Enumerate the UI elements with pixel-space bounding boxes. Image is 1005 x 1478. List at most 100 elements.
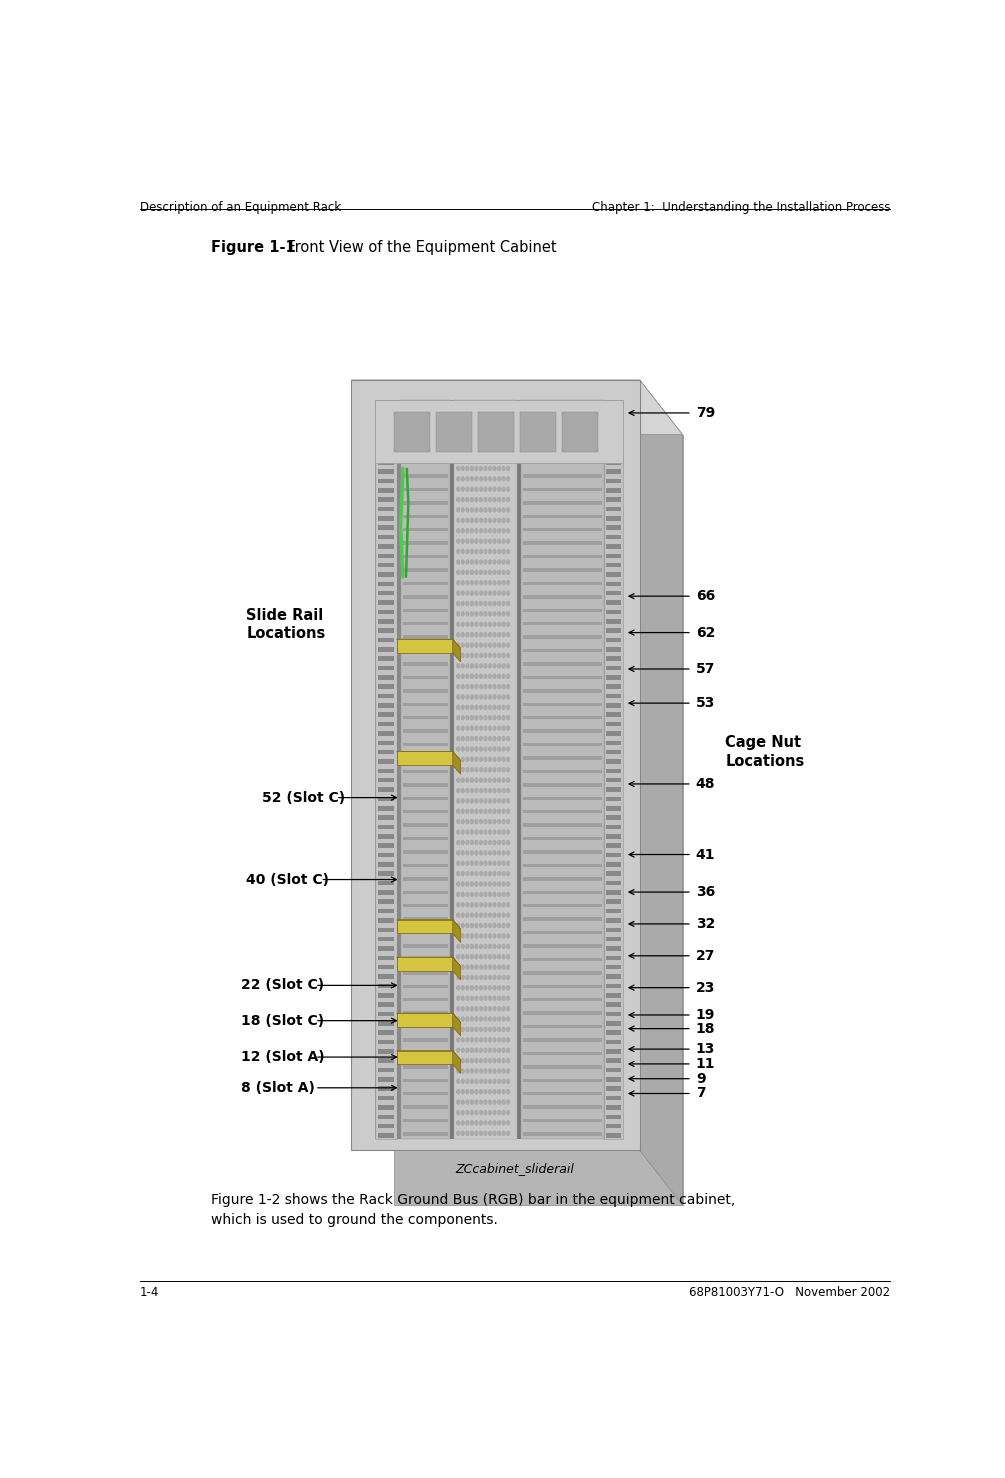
Circle shape bbox=[479, 445, 482, 449]
Bar bbox=[523, 1066, 602, 1069]
Circle shape bbox=[470, 903, 473, 907]
Circle shape bbox=[470, 736, 473, 740]
Circle shape bbox=[457, 820, 459, 823]
Circle shape bbox=[475, 643, 477, 647]
Circle shape bbox=[507, 810, 510, 813]
Circle shape bbox=[470, 643, 473, 647]
Circle shape bbox=[497, 467, 500, 470]
Text: 22 (Slot C): 22 (Slot C) bbox=[241, 978, 324, 992]
Circle shape bbox=[470, 841, 473, 844]
Circle shape bbox=[470, 571, 473, 575]
Bar bbox=[523, 1119, 602, 1122]
Circle shape bbox=[502, 1048, 506, 1052]
Bar bbox=[523, 971, 602, 974]
Circle shape bbox=[461, 975, 464, 980]
Circle shape bbox=[479, 903, 482, 907]
Circle shape bbox=[457, 664, 459, 668]
Bar bbox=[606, 974, 621, 978]
Circle shape bbox=[484, 457, 486, 460]
Circle shape bbox=[497, 633, 500, 637]
Circle shape bbox=[493, 841, 495, 844]
Circle shape bbox=[507, 1120, 510, 1125]
Circle shape bbox=[484, 664, 486, 668]
Circle shape bbox=[461, 777, 464, 782]
Circle shape bbox=[475, 508, 477, 511]
Circle shape bbox=[507, 424, 510, 429]
Circle shape bbox=[484, 653, 486, 658]
Bar bbox=[606, 788, 621, 792]
Circle shape bbox=[479, 810, 482, 813]
Circle shape bbox=[461, 684, 464, 689]
Bar bbox=[606, 656, 621, 661]
Bar bbox=[403, 406, 448, 411]
Circle shape bbox=[493, 457, 495, 460]
Circle shape bbox=[502, 612, 506, 616]
Circle shape bbox=[502, 1007, 506, 1011]
Circle shape bbox=[479, 996, 482, 1001]
Circle shape bbox=[475, 965, 477, 970]
Bar bbox=[523, 1106, 602, 1108]
Circle shape bbox=[470, 467, 473, 470]
Circle shape bbox=[466, 726, 468, 730]
Circle shape bbox=[457, 1079, 459, 1083]
Circle shape bbox=[457, 424, 459, 429]
Circle shape bbox=[457, 643, 459, 647]
Circle shape bbox=[493, 414, 495, 418]
Circle shape bbox=[488, 831, 491, 834]
Circle shape bbox=[457, 684, 459, 689]
Circle shape bbox=[475, 467, 477, 470]
Circle shape bbox=[461, 539, 464, 544]
Circle shape bbox=[479, 435, 482, 439]
Bar bbox=[523, 797, 602, 800]
Bar bbox=[403, 715, 448, 720]
Bar bbox=[606, 900, 621, 905]
Text: which is used to ground the components.: which is used to ground the components. bbox=[211, 1213, 498, 1227]
Circle shape bbox=[470, 622, 473, 627]
Bar bbox=[606, 1134, 621, 1138]
Circle shape bbox=[507, 414, 510, 418]
Bar bbox=[403, 541, 448, 545]
Circle shape bbox=[461, 1110, 464, 1114]
Text: Description of an Equipment Rack: Description of an Equipment Rack bbox=[140, 201, 341, 214]
Circle shape bbox=[502, 955, 506, 959]
Circle shape bbox=[497, 414, 500, 418]
Circle shape bbox=[461, 457, 464, 460]
Bar bbox=[378, 1011, 394, 1017]
Circle shape bbox=[470, 810, 473, 813]
Bar bbox=[378, 1049, 394, 1054]
Circle shape bbox=[484, 767, 486, 772]
Circle shape bbox=[484, 1069, 486, 1073]
Circle shape bbox=[457, 602, 459, 606]
Circle shape bbox=[484, 643, 486, 647]
Bar bbox=[403, 568, 448, 572]
Bar bbox=[378, 806, 394, 810]
Circle shape bbox=[493, 820, 495, 823]
Circle shape bbox=[507, 488, 510, 491]
Circle shape bbox=[470, 1038, 473, 1042]
Circle shape bbox=[488, 1069, 491, 1073]
Bar bbox=[378, 965, 394, 970]
Circle shape bbox=[457, 571, 459, 575]
Circle shape bbox=[466, 924, 468, 928]
Bar bbox=[523, 823, 602, 826]
Bar bbox=[378, 637, 394, 643]
Polygon shape bbox=[397, 1014, 452, 1027]
Bar bbox=[523, 689, 602, 693]
Circle shape bbox=[475, 498, 477, 501]
Circle shape bbox=[497, 1100, 500, 1104]
Circle shape bbox=[493, 715, 495, 720]
Bar bbox=[403, 421, 448, 424]
Bar bbox=[523, 743, 602, 746]
Circle shape bbox=[502, 550, 506, 554]
Circle shape bbox=[488, 788, 491, 792]
Circle shape bbox=[470, 882, 473, 885]
Circle shape bbox=[497, 508, 500, 511]
Circle shape bbox=[484, 424, 486, 429]
Circle shape bbox=[475, 571, 477, 575]
Bar bbox=[403, 998, 448, 1002]
Bar bbox=[523, 662, 602, 665]
Circle shape bbox=[479, 798, 482, 803]
Circle shape bbox=[470, 913, 473, 918]
Circle shape bbox=[475, 591, 477, 596]
Circle shape bbox=[475, 1007, 477, 1011]
